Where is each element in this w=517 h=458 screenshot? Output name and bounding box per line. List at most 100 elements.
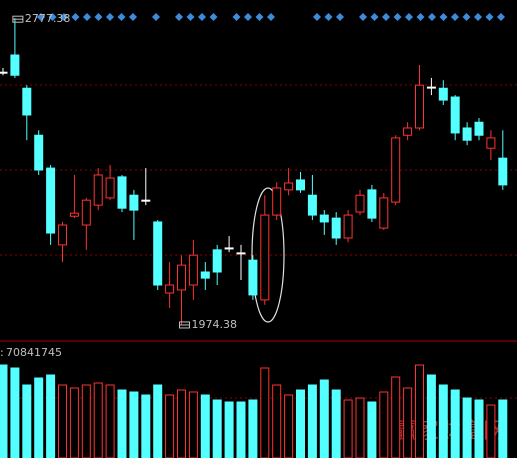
volume-bar [10, 367, 20, 458]
volume-bar [260, 367, 270, 458]
candle-body [367, 189, 377, 219]
volume-bar [141, 394, 151, 458]
signal-diamond [175, 13, 183, 21]
signal-diamond [462, 13, 471, 21]
signal-diamond [474, 13, 482, 21]
signal-diamond [232, 13, 241, 21]
candle-body [165, 284, 175, 294]
candle-body [81, 199, 91, 226]
volume-bar [343, 399, 353, 458]
volume-bar [200, 394, 210, 458]
candle-body [474, 121, 484, 136]
candle-body [379, 197, 389, 229]
volume-bar [379, 391, 389, 458]
volume-bar [117, 389, 127, 458]
volume-bar [177, 389, 186, 458]
volume-bar [296, 389, 305, 458]
candle-body [498, 157, 508, 186]
candle-body [105, 177, 115, 199]
volume-max-label: 70841745 [6, 346, 62, 359]
signal-diamond [336, 13, 344, 21]
candle-body [331, 217, 341, 239]
signal-diamond [106, 13, 114, 21]
volume-bar [450, 389, 460, 458]
candle-body [200, 271, 210, 279]
candle-body [260, 214, 270, 301]
candle-body [0, 71, 8, 74]
signal-diamond [255, 13, 264, 21]
candle-body [153, 221, 163, 286]
candle-body [141, 199, 151, 202]
candle-body [486, 137, 496, 149]
candle-body [177, 264, 186, 291]
volume-bar [236, 401, 246, 458]
candle-body [93, 174, 103, 206]
candle-body [307, 194, 317, 216]
candle-body [415, 84, 424, 129]
signal-diamond [129, 13, 137, 21]
signal-diamond [428, 13, 436, 21]
signal-diamond [209, 13, 218, 21]
volume-bar [165, 394, 175, 458]
candle-body [58, 224, 67, 246]
signal-diamond [324, 13, 333, 21]
candle-body [248, 259, 258, 296]
signal-diamond [267, 13, 275, 21]
signal-diamond [485, 13, 494, 21]
volume-bar [367, 401, 377, 458]
volume-bar [34, 377, 44, 458]
signal-diamond [416, 13, 425, 21]
candle-body [117, 176, 127, 209]
signal-diamond [393, 13, 402, 21]
volume-bar [415, 364, 424, 458]
signal-diamond [94, 13, 103, 21]
volume-bar [22, 384, 32, 458]
volume-bar [272, 384, 282, 458]
volume-bar [331, 389, 341, 458]
candle-body [319, 214, 329, 223]
volume-bar [212, 399, 222, 458]
candle-body [296, 179, 305, 191]
candle-body [391, 137, 401, 203]
volume-bar [391, 376, 401, 458]
candle-body [462, 127, 472, 141]
candle-body [34, 134, 44, 171]
volume-bar [93, 382, 103, 458]
candle-body [355, 194, 365, 213]
volume-bar [307, 384, 317, 458]
signal-diamond [313, 13, 321, 21]
volume-prefix: : [0, 346, 4, 359]
volume-bar [46, 374, 56, 458]
candle-body [10, 54, 20, 76]
signal-diamond [48, 13, 57, 21]
signal-diamond [370, 13, 379, 21]
signal-diamond [359, 13, 367, 21]
volume-bar [486, 404, 496, 458]
candle-body [450, 96, 460, 134]
candle-body [236, 252, 246, 255]
volume-bar [474, 399, 484, 458]
signal-diamond [117, 13, 126, 21]
candle-body [426, 86, 436, 89]
signal-diamond [71, 13, 80, 21]
candle-body [129, 194, 139, 211]
candle-body [343, 214, 353, 239]
extreme-label: 2777.38 [25, 12, 71, 25]
signal-diamond [37, 13, 45, 21]
signal-diamond [186, 13, 195, 21]
volume-bar [438, 384, 448, 458]
signal-diamond [244, 13, 252, 21]
volume-bar [69, 387, 79, 458]
volume-bar [319, 379, 329, 458]
signal-diamond [497, 13, 505, 21]
candle-body [224, 247, 234, 250]
signal-diamond [152, 13, 160, 21]
volume-bar [105, 384, 115, 458]
signal-diamond [451, 13, 459, 21]
extreme-label: 1974.38 [192, 318, 238, 331]
volume-bar [403, 387, 413, 458]
candle-body [46, 167, 56, 234]
signal-diamond [198, 13, 206, 21]
